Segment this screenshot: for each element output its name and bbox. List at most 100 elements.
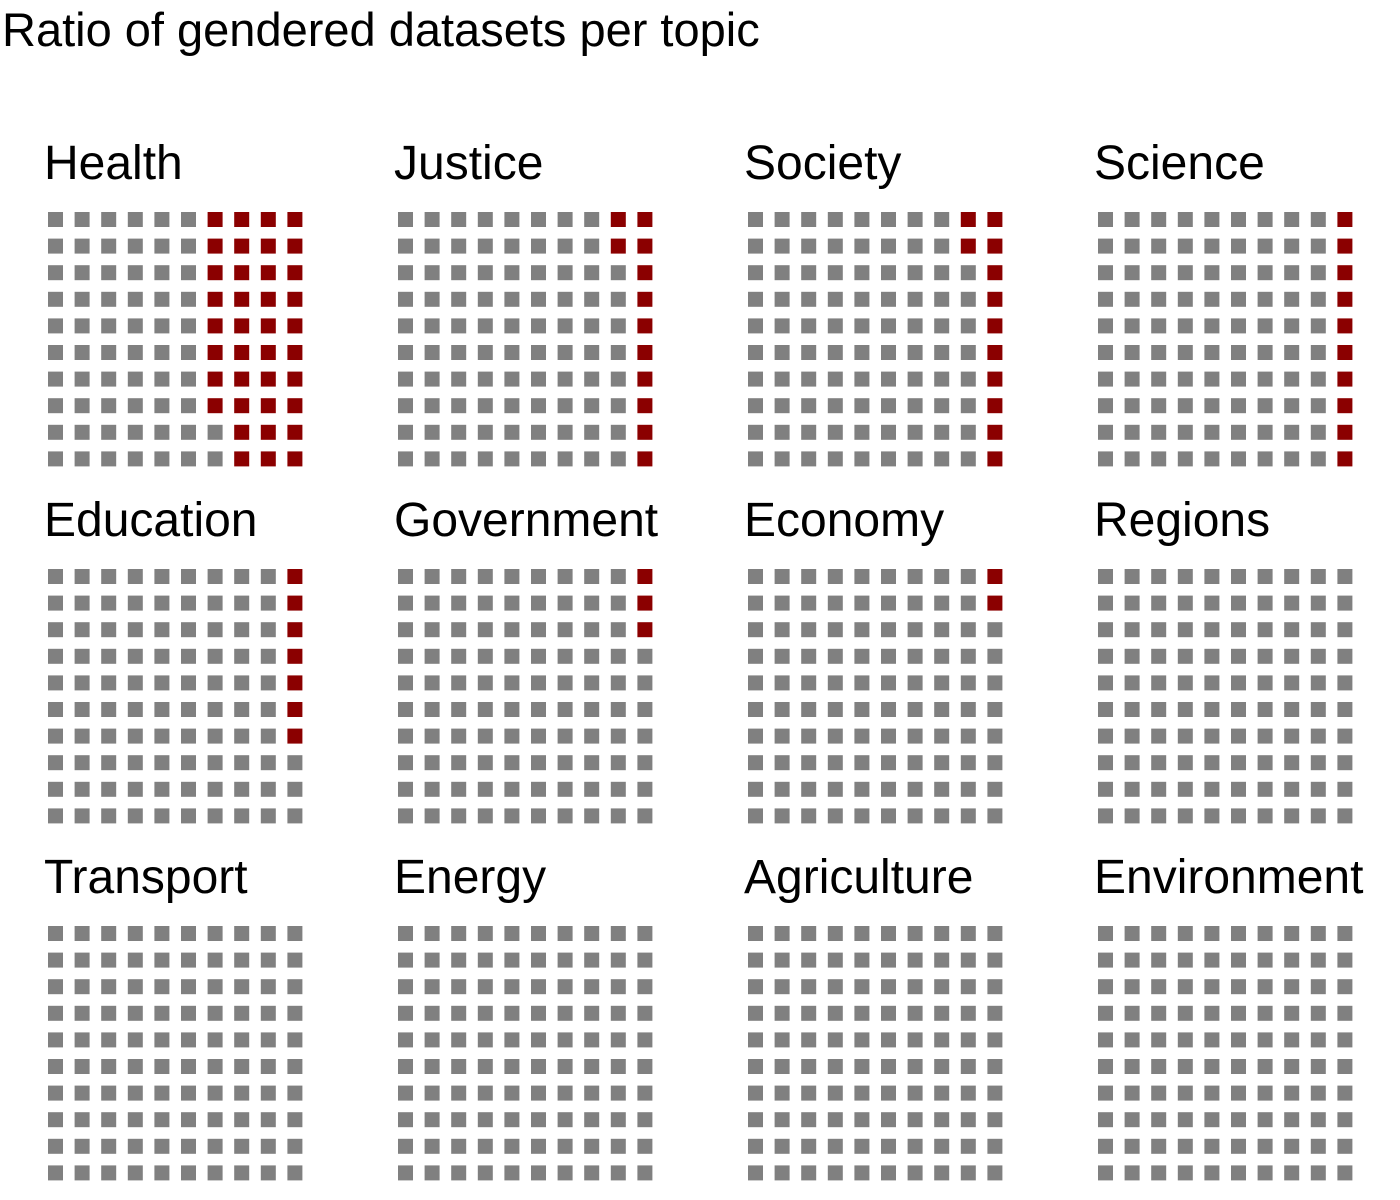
other-square bbox=[531, 702, 546, 717]
other-square bbox=[154, 291, 170, 307]
other-square bbox=[1257, 1138, 1273, 1154]
other-square bbox=[1151, 371, 1167, 387]
waffle-squares bbox=[398, 212, 653, 467]
other-square bbox=[504, 755, 520, 771]
other-square bbox=[934, 1165, 950, 1181]
other-square bbox=[287, 808, 303, 824]
other-square bbox=[207, 952, 223, 968]
other-square bbox=[207, 781, 223, 797]
other-square bbox=[531, 1005, 546, 1021]
other-square bbox=[1310, 952, 1326, 968]
other-square bbox=[1204, 371, 1220, 387]
other-square bbox=[154, 952, 170, 968]
other-square bbox=[907, 1085, 923, 1101]
other-square bbox=[504, 1032, 520, 1048]
waffle-panel-environment: Environment bbox=[1050, 714, 1400, 1181]
other-square bbox=[260, 569, 276, 584]
other-square bbox=[934, 424, 950, 440]
other-square bbox=[774, 979, 790, 995]
gendered-square bbox=[287, 371, 303, 387]
other-square bbox=[127, 345, 143, 360]
other-square bbox=[424, 675, 440, 691]
other-square bbox=[1310, 755, 1326, 771]
other-square bbox=[827, 451, 843, 467]
other-square bbox=[827, 781, 843, 797]
other-square bbox=[610, 424, 626, 440]
panel-label: Government bbox=[394, 494, 659, 547]
other-square bbox=[451, 424, 467, 440]
other-square bbox=[398, 781, 413, 797]
other-square bbox=[801, 926, 817, 941]
other-square bbox=[934, 926, 950, 941]
other-square bbox=[801, 212, 817, 227]
other-square bbox=[960, 1005, 976, 1021]
other-square bbox=[1337, 1165, 1353, 1181]
other-square bbox=[1337, 1032, 1353, 1048]
other-square bbox=[74, 345, 90, 360]
other-square bbox=[854, 371, 870, 387]
other-square bbox=[234, 595, 250, 611]
other-square bbox=[74, 1059, 90, 1074]
other-square bbox=[531, 345, 546, 360]
panel-label: Science bbox=[1094, 137, 1265, 190]
other-square bbox=[154, 622, 170, 638]
other-square bbox=[748, 398, 763, 414]
other-square bbox=[1204, 1005, 1220, 1021]
other-square bbox=[1124, 675, 1140, 691]
other-square bbox=[531, 755, 546, 771]
other-square bbox=[101, 318, 117, 334]
other-square bbox=[477, 952, 493, 968]
other-square bbox=[48, 595, 63, 611]
other-square bbox=[207, 1005, 223, 1021]
other-square bbox=[234, 755, 250, 771]
other-square bbox=[1257, 755, 1273, 771]
other-square bbox=[154, 1112, 170, 1128]
other-square bbox=[207, 451, 223, 467]
other-square bbox=[48, 648, 63, 664]
other-square bbox=[1124, 979, 1140, 995]
other-square bbox=[1257, 648, 1273, 664]
other-square bbox=[1204, 595, 1220, 611]
other-square bbox=[531, 291, 546, 307]
gendered-square bbox=[287, 212, 303, 227]
other-square bbox=[207, 1032, 223, 1048]
panel-label: Economy bbox=[744, 494, 945, 547]
other-square bbox=[1124, 1112, 1140, 1128]
other-square bbox=[854, 1165, 870, 1181]
other-square bbox=[774, 1138, 790, 1154]
other-square bbox=[207, 728, 223, 744]
other-square bbox=[504, 1059, 520, 1074]
other-square bbox=[934, 1138, 950, 1154]
other-square bbox=[154, 238, 170, 254]
other-square bbox=[48, 1165, 63, 1181]
other-square bbox=[854, 1059, 870, 1074]
other-square bbox=[1151, 238, 1167, 254]
other-square bbox=[1098, 675, 1113, 691]
other-square bbox=[1204, 1138, 1220, 1154]
other-square bbox=[637, 755, 653, 771]
other-square bbox=[1124, 451, 1140, 467]
gendered-square bbox=[234, 424, 250, 440]
waffle-squares bbox=[398, 926, 653, 1181]
other-square bbox=[1177, 1112, 1193, 1128]
other-square bbox=[748, 781, 763, 797]
other-square bbox=[48, 238, 63, 254]
other-square bbox=[1284, 424, 1300, 440]
other-square bbox=[960, 595, 976, 611]
other-square bbox=[827, 265, 843, 281]
other-square bbox=[557, 424, 573, 440]
waffle-squares bbox=[398, 569, 653, 824]
other-square bbox=[1151, 451, 1167, 467]
other-square bbox=[1310, 702, 1326, 717]
other-square bbox=[127, 755, 143, 771]
other-square bbox=[801, 345, 817, 360]
other-square bbox=[74, 808, 90, 824]
other-square bbox=[827, 702, 843, 717]
other-square bbox=[451, 1165, 467, 1181]
other-square bbox=[1204, 291, 1220, 307]
other-square bbox=[1204, 318, 1220, 334]
other-square bbox=[557, 702, 573, 717]
other-square bbox=[154, 265, 170, 281]
other-square bbox=[181, 952, 196, 968]
other-square bbox=[181, 1112, 196, 1128]
